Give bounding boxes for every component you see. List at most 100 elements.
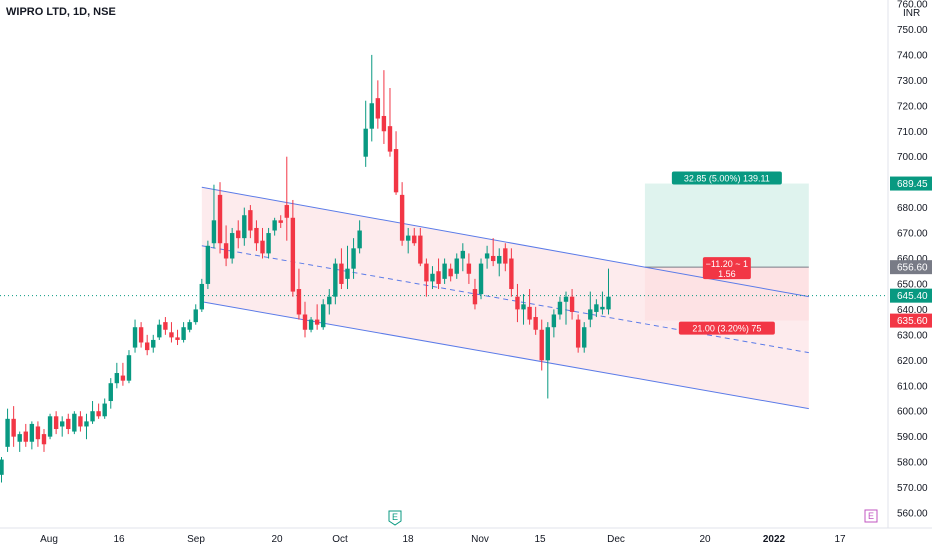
candle[interactable]	[418, 227, 423, 267]
candle[interactable]	[314, 304, 320, 330]
price-tag[interactable]: 645.40	[890, 288, 932, 303]
candle[interactable]	[575, 314, 581, 353]
candle[interactable]	[193, 304, 198, 325]
candle[interactable]	[187, 319, 192, 333]
candle[interactable]	[35, 421, 41, 447]
candle[interactable]	[72, 411, 77, 435]
candle[interactable]	[339, 248, 344, 290]
candle[interactable]	[600, 291, 605, 315]
candle[interactable]	[333, 258, 338, 305]
candle[interactable]	[205, 240, 211, 290]
candle[interactable]	[302, 301, 308, 338]
candle[interactable]	[181, 322, 186, 343]
candle[interactable]	[254, 220, 259, 251]
candle[interactable]	[497, 248, 502, 277]
candle[interactable]	[412, 227, 417, 246]
candle[interactable]	[5, 408, 10, 452]
candle[interactable]	[78, 411, 83, 432]
candle[interactable]	[478, 258, 484, 300]
candle[interactable]	[539, 319, 544, 371]
candle[interactable]	[0, 457, 4, 483]
candle[interactable]	[29, 421, 35, 450]
candle[interactable]	[442, 258, 447, 284]
candle[interactable]	[163, 317, 168, 335]
candle[interactable]	[11, 406, 16, 447]
candle[interactable]	[41, 429, 47, 452]
candle[interactable]	[138, 322, 144, 348]
price-tag[interactable]: 635.60	[890, 313, 932, 328]
candle[interactable]	[114, 362, 120, 389]
candle[interactable]	[120, 362, 126, 386]
candle[interactable]	[345, 245, 350, 290]
candle[interactable]	[460, 243, 466, 272]
candle[interactable]	[393, 131, 399, 195]
candle[interactable]	[60, 416, 65, 437]
candle[interactable]	[399, 182, 405, 246]
candle[interactable]	[66, 413, 71, 435]
dividend-marker-icon[interactable]: E	[864, 509, 878, 523]
candle[interactable]	[260, 227, 265, 259]
candle[interactable]	[217, 182, 223, 254]
price-tag[interactable]: 689.45	[890, 176, 932, 191]
candle[interactable]	[515, 283, 520, 323]
candle[interactable]	[606, 268, 611, 315]
candle[interactable]	[527, 289, 532, 325]
candle[interactable]	[278, 215, 283, 228]
candle[interactable]	[223, 225, 229, 267]
candle[interactable]	[151, 334, 156, 353]
candle[interactable]	[454, 253, 459, 279]
candle[interactable]	[23, 423, 28, 447]
candle[interactable]	[557, 296, 563, 320]
candle[interactable]	[357, 220, 362, 254]
candle[interactable]	[84, 413, 89, 440]
candle[interactable]	[466, 253, 472, 284]
candle[interactable]	[236, 220, 241, 249]
candle[interactable]	[387, 87, 393, 157]
candle[interactable]	[284, 156, 289, 241]
candle[interactable]	[144, 334, 150, 356]
earnings-marker-icon[interactable]: E	[388, 510, 402, 526]
candle[interactable]	[582, 322, 587, 353]
candle[interactable]	[290, 199, 296, 297]
candle[interactable]	[242, 207, 247, 246]
candle[interactable]	[375, 80, 381, 129]
price-tag[interactable]: 656.60	[890, 260, 932, 275]
candle[interactable]	[363, 100, 368, 167]
candle[interactable]	[102, 398, 107, 419]
candle[interactable]	[327, 289, 332, 315]
candle[interactable]	[17, 431, 22, 452]
candle[interactable]	[551, 309, 557, 338]
candle[interactable]	[266, 227, 271, 259]
candle[interactable]	[90, 401, 95, 424]
candle[interactable]	[472, 278, 478, 310]
candle[interactable]	[533, 306, 538, 335]
candle[interactable]	[594, 299, 599, 318]
candle[interactable]	[272, 217, 277, 236]
candle[interactable]	[563, 291, 569, 325]
candle[interactable]	[169, 322, 174, 343]
candle[interactable]	[53, 411, 59, 435]
candle[interactable]	[96, 403, 101, 419]
candle[interactable]	[503, 243, 508, 272]
candle[interactable]	[569, 289, 575, 320]
candle[interactable]	[509, 248, 514, 297]
candle[interactable]	[436, 258, 441, 290]
candle[interactable]	[430, 266, 435, 290]
candle[interactable]	[381, 70, 387, 144]
candle[interactable]	[405, 227, 411, 254]
candle[interactable]	[545, 322, 550, 399]
candle[interactable]	[588, 291, 593, 328]
candle[interactable]	[211, 184, 217, 249]
candle[interactable]	[351, 238, 356, 279]
candle[interactable]	[126, 350, 132, 384]
candle[interactable]	[369, 54, 374, 142]
candle[interactable]	[108, 378, 113, 409]
candle[interactable]	[229, 227, 235, 264]
candle[interactable]	[448, 263, 453, 282]
candle[interactable]	[248, 205, 253, 239]
candle[interactable]	[175, 329, 180, 346]
candle[interactable]	[424, 258, 429, 297]
candle[interactable]	[47, 413, 53, 440]
candle[interactable]	[308, 317, 314, 333]
